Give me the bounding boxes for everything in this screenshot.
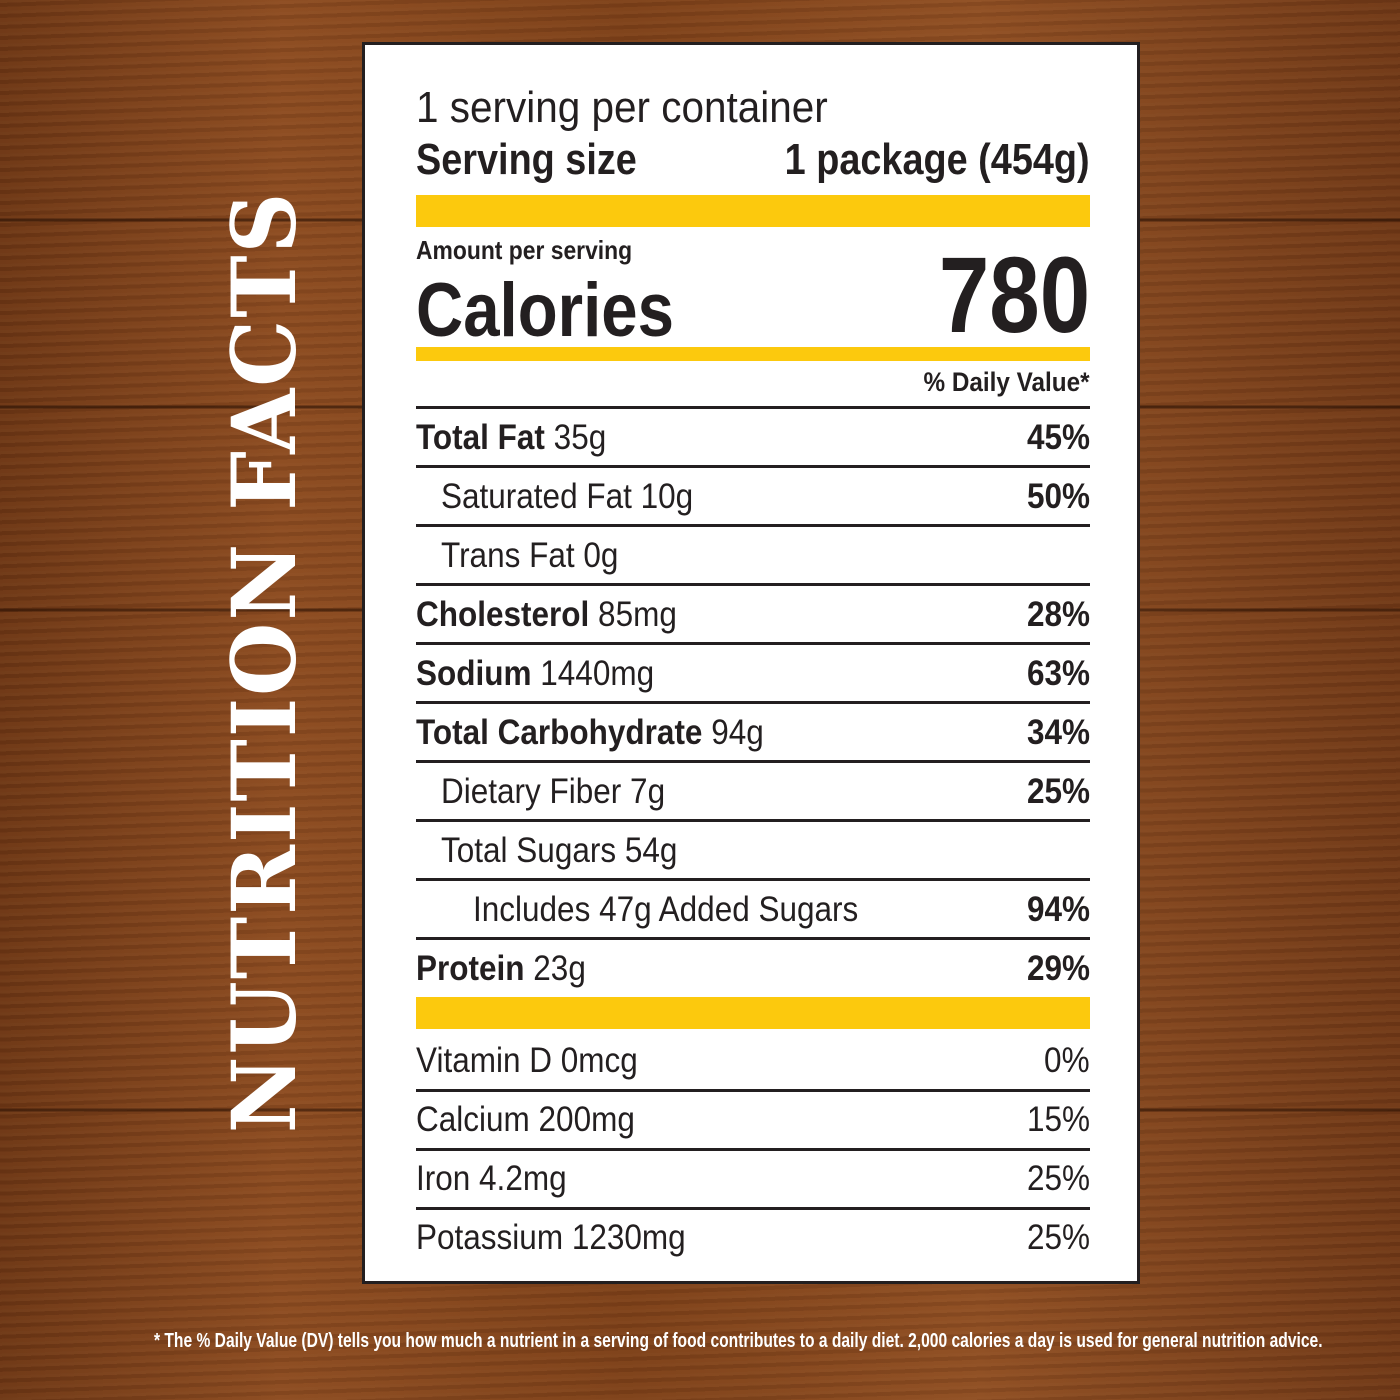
nutrient-amount: 54g (624, 831, 678, 870)
daily-value-footnote: * The % Daily Value (DV) tells you how m… (154, 1330, 1323, 1352)
nutrient-name: Includes 47g Added Sugars (473, 890, 859, 929)
nutrient-amount: 35g (553, 418, 607, 457)
nutrient-name: Total Carbohydrate (416, 713, 703, 752)
amount-per-serving: Amount per serving (416, 235, 633, 265)
nutrient-dv: 45% (1026, 418, 1090, 457)
nutrient-row-sodium: Sodium 1440mg 63% (416, 642, 1090, 701)
nutrient-amount: 7g (630, 772, 666, 811)
nutrient-row-added-sugars: Includes 47g Added Sugars 94% (416, 878, 1090, 937)
vitamin-row-calcium: Calcium 200mg 15% (416, 1089, 1090, 1148)
nutrient-dv: 94% (1026, 890, 1090, 929)
vitamin-dv: 0% (1044, 1041, 1090, 1080)
nutrient-row-total-sugars: Total Sugars 54g (416, 819, 1090, 878)
vitamin-row-iron: Iron 4.2mg 25% (416, 1148, 1090, 1207)
thick-divider-top (416, 195, 1090, 227)
nutrient-dv: 25% (1026, 772, 1090, 811)
nutrient-amount: 85mg (598, 595, 677, 634)
nutrient-dv: 50% (1026, 477, 1090, 516)
nutrient-name: Total Sugars (441, 831, 617, 870)
nutrient-amount: 1440mg (540, 654, 655, 693)
nutrient-name: Saturated Fat (441, 477, 632, 516)
calories-value: 780 (938, 234, 1090, 355)
nutrient-row-trans-fat: Trans Fat 0g (416, 524, 1090, 583)
nutrient-name: Dietary Fiber (441, 772, 622, 811)
nutrient-name: Sodium (416, 654, 532, 693)
nutrient-dv: 28% (1026, 595, 1090, 634)
vitamin-amount: 1230mg (571, 1218, 686, 1257)
serving-size-row: Serving size 1 package (454g) (416, 135, 1090, 189)
vitamin-amount: 0mcg (560, 1041, 638, 1080)
servings-per-container: 1 serving per container (416, 83, 828, 132)
nutrient-name: Total Fat (416, 418, 545, 457)
serving-size-value: 1 package (454g) (785, 135, 1090, 184)
nutrient-name: Protein (416, 949, 525, 988)
nutrient-row-total-fat: Total Fat 35g 45% (416, 406, 1090, 465)
nutrition-facts-title: NUTRITION FACTS (212, 190, 316, 1134)
nutrient-row-total-carbohydrate: Total Carbohydrate 94g 34% (416, 701, 1090, 760)
vitamin-dv: 25% (1026, 1159, 1090, 1198)
vitamin-amount: 4.2mg (479, 1159, 567, 1198)
vitamin-name: Iron (416, 1159, 471, 1198)
vitamin-row-vitamin-d: Vitamin D 0mcg 0% (416, 1033, 1090, 1089)
nutrient-amount: 0g (583, 536, 619, 575)
daily-value-header: % Daily Value* (923, 367, 1090, 397)
nutrient-amount: 94g (711, 713, 764, 752)
nutrient-row-cholesterol: Cholesterol 85mg 28% (416, 583, 1090, 642)
calories-label: Calories (416, 268, 674, 353)
vitamin-name: Calcium (416, 1100, 530, 1139)
thick-divider-vitamins (416, 997, 1090, 1029)
vitamin-dv: 25% (1026, 1218, 1090, 1257)
nutrient-row-dietary-fiber: Dietary Fiber 7g 25% (416, 760, 1090, 819)
nutrition-label: 1 serving per container Serving size 1 p… (362, 42, 1140, 1284)
nutrient-dv: 34% (1026, 713, 1090, 752)
serving-size-label: Serving size (416, 135, 637, 184)
vitamin-amount: 200mg (538, 1100, 635, 1139)
vitamin-dv: 15% (1026, 1100, 1090, 1139)
vitamin-list: Vitamin D 0mcg 0% Calcium 200mg 15% Iron… (416, 1033, 1090, 1266)
nutrient-row-saturated-fat: Saturated Fat 10g 50% (416, 465, 1090, 524)
vitamin-row-potassium: Potassium 1230mg 25% (416, 1207, 1090, 1266)
vitamin-name: Potassium (416, 1218, 564, 1257)
nutrient-dv: 63% (1026, 654, 1090, 693)
nutrient-list: Total Fat 35g 45% Saturated Fat 10g 50% … (416, 406, 1090, 996)
vitamin-name: Vitamin D (416, 1041, 552, 1080)
nutrient-amount: 10g (640, 477, 694, 516)
nutrient-name: Trans Fat (441, 536, 575, 575)
calories-divider (416, 347, 1090, 361)
nutrient-amount: 23g (533, 949, 586, 988)
nutrient-row-protein: Protein 23g 29% (416, 937, 1090, 996)
nutrient-name: Cholesterol (416, 595, 590, 634)
nutrient-dv: 29% (1026, 949, 1090, 988)
